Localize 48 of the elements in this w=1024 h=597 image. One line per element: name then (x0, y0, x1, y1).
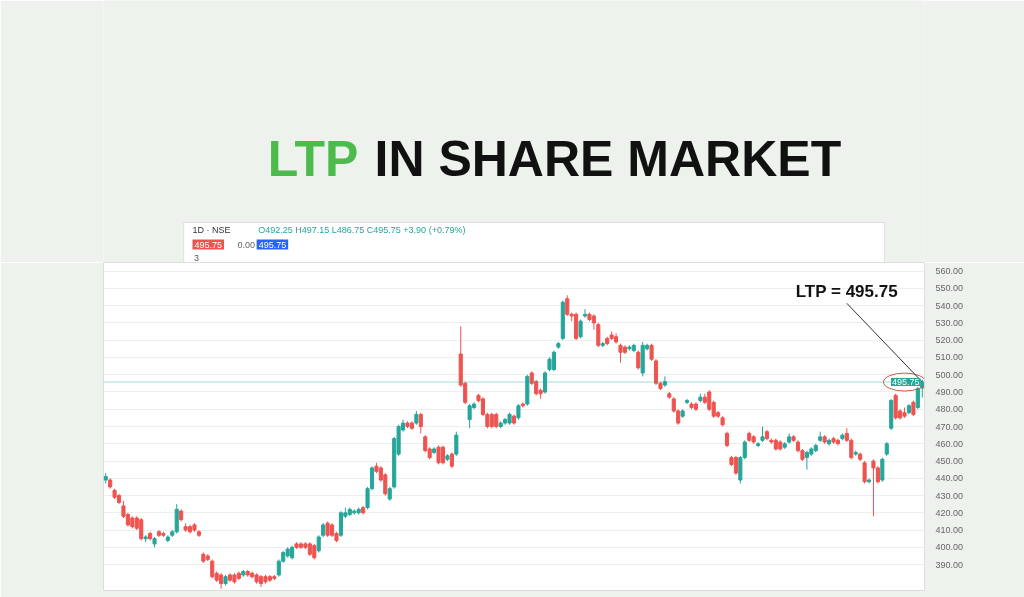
text: 495.75 (258, 239, 287, 250)
candlestick (565, 294, 570, 317)
candlestick (467, 403, 472, 429)
candlestick (893, 393, 898, 421)
y-tick-label: 430.00 (935, 490, 964, 501)
y-tick-label: 460.00 (935, 438, 964, 449)
candlestick (733, 455, 738, 476)
candlestick (543, 370, 548, 395)
text: O492.25 H497.15 L486.75 C495.75 +3.90 (+0.79%) (258, 224, 466, 235)
candlestick (436, 444, 441, 465)
y-tick-label: 490.00 (935, 386, 964, 397)
candlestick (210, 558, 215, 579)
y-tick-label: 450.00 (935, 456, 964, 467)
candlestick (662, 375, 667, 388)
text: 0.00 (237, 239, 255, 250)
y-tick-label: 440.00 (935, 473, 964, 484)
text: 495.75 (194, 239, 223, 250)
y-tick-label: 560.00 (935, 266, 964, 277)
y-tick-label: 480.00 (935, 404, 964, 415)
text: 1D · NSE (192, 224, 231, 235)
annotation: LTP = 495.75 (795, 282, 898, 302)
y-tick-label: 550.00 (935, 283, 964, 294)
candlestick (636, 350, 641, 371)
y-tick-label: 400.00 (935, 542, 964, 553)
candlestick (139, 517, 144, 541)
annotation: 3 (194, 252, 200, 263)
candlestick (871, 458, 876, 517)
y-tick-label: 420.00 (935, 507, 964, 518)
ref-line-label: 495.75 (891, 377, 920, 388)
candlestick (174, 503, 179, 535)
y-tick-label: 540.00 (935, 300, 964, 311)
candlestick (653, 358, 659, 386)
y-tick-label: 530.00 (935, 317, 964, 328)
candlestick (578, 318, 583, 339)
y-tick-label: 390.00 (935, 559, 964, 570)
candlestick (862, 460, 867, 484)
y-tick-label: 500.00 (935, 369, 964, 380)
candlestick (454, 431, 459, 457)
chart-title: LTP IN SHARE MARKET (267, 130, 842, 187)
y-tick-label: 510.00 (935, 352, 964, 363)
y-tick-label: 470.00 (935, 421, 964, 432)
y-tick-label: 410.00 (935, 525, 964, 536)
candlestick (418, 412, 423, 434)
y-tick-label: 520.00 (935, 335, 964, 346)
candlestick (520, 401, 525, 409)
candlestick (618, 343, 623, 364)
candlestick (582, 308, 588, 319)
candlestick (880, 457, 885, 483)
